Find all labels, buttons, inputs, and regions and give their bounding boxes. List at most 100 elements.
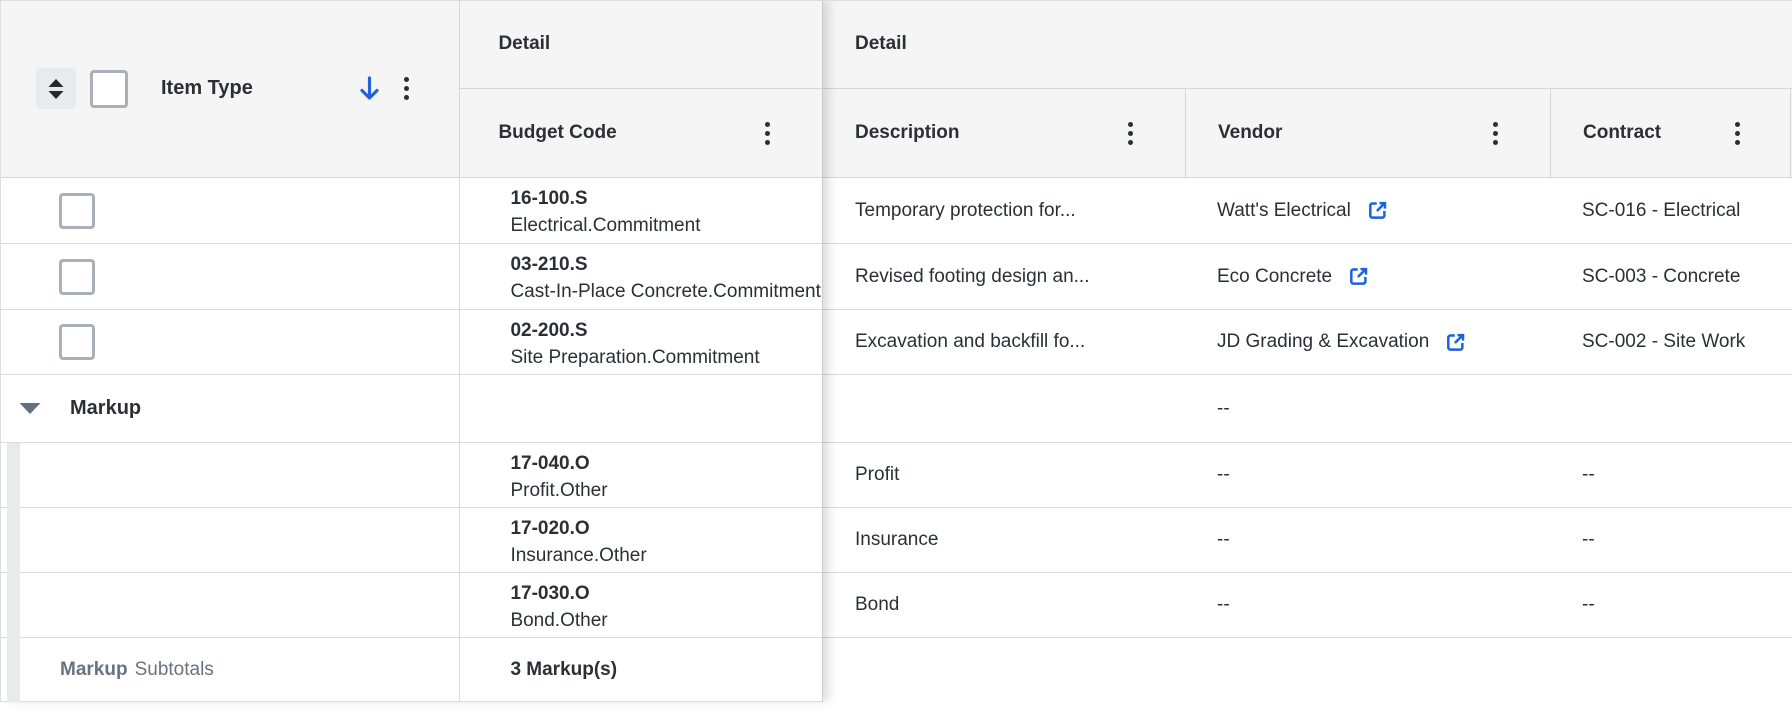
item-type-cell bbox=[0, 443, 461, 507]
table-row: 16-100.S Electrical.Commitment bbox=[0, 178, 822, 244]
budget-code-cell: 17-020.O Insurance.Other bbox=[460, 508, 822, 572]
group-header-detail-left: Detail bbox=[460, 0, 822, 89]
item-type-cell bbox=[0, 310, 461, 374]
subtotals-summary-cell: 3 Markup(s) bbox=[460, 638, 822, 701]
budget-code-cell: 17-040.O Profit.Other bbox=[460, 443, 822, 507]
group-header-label: Detail bbox=[498, 33, 551, 54]
group-indent-guide bbox=[7, 443, 20, 702]
budget-code-cell: 16-100.S Electrical.Commitment bbox=[460, 178, 822, 243]
column-header-item-type[interactable]: Item Type bbox=[0, 0, 461, 177]
table-row: Excavation and backfill fo... JD Grading… bbox=[823, 310, 1792, 375]
budget-code-detail: Bond.Other bbox=[510, 610, 608, 631]
table-row: 02-200.S Site Preparation.Commitment bbox=[0, 310, 822, 375]
right-header: Detail Description Vendor Contract bbox=[823, 0, 1792, 178]
vendor-menu-kebab-icon[interactable] bbox=[1491, 120, 1500, 147]
table-row: Bond -- -- bbox=[823, 573, 1792, 638]
markup-group-label: Markup bbox=[70, 397, 142, 419]
markup-group-toggle-icon[interactable] bbox=[18, 402, 42, 415]
markup-count: 3 Markup(s) bbox=[510, 659, 618, 680]
budget-code-menu-kebab-icon[interactable] bbox=[763, 120, 772, 147]
vendor-cell: -- bbox=[1217, 529, 1230, 550]
budget-code-header-column: Detail Budget Code bbox=[460, 0, 822, 177]
subtotals-label-bold: Markup bbox=[60, 658, 128, 680]
description-cell bbox=[823, 375, 1185, 442]
item-type-cell bbox=[0, 508, 461, 572]
vendor-cell: -- bbox=[1217, 594, 1230, 615]
description-cell: Temporary protection for... bbox=[855, 199, 1076, 221]
table-row: Temporary protection for... Watt's Elect… bbox=[823, 178, 1792, 244]
contract-column-right-border bbox=[1790, 89, 1791, 178]
vendor-cell: -- bbox=[1217, 397, 1230, 419]
contract-cell: -- bbox=[1582, 464, 1595, 485]
budget-code-detail: Cast-In-Place Concrete.Commitment bbox=[510, 281, 821, 302]
contract-cell bbox=[1550, 375, 1792, 442]
contract-cell: SC-003 - Concrete bbox=[1582, 265, 1741, 287]
table-row: Profit -- -- bbox=[823, 443, 1792, 508]
vendor-cell: JD Grading & Excavation bbox=[1185, 310, 1550, 374]
external-link-icon[interactable] bbox=[1443, 330, 1468, 355]
column-header-budget-code[interactable]: Budget Code bbox=[460, 89, 822, 177]
description-cell: Revised footing design an... bbox=[855, 265, 1090, 287]
contract-cell: SC-002 - Site Work bbox=[1582, 331, 1746, 352]
contract-cell: -- bbox=[1582, 594, 1595, 615]
item-type-cell bbox=[0, 244, 461, 309]
group-header-label: Detail bbox=[855, 33, 907, 54]
table-row: 03-210.S Cast-In-Place Concrete.Commitme… bbox=[0, 244, 822, 310]
budget-code-cell: 02-200.S Site Preparation.Commitment bbox=[460, 310, 822, 374]
budget-code-cell: 03-210.S Cast-In-Place Concrete.Commitme… bbox=[460, 244, 822, 309]
scrollable-pane: Detail Description Vendor Contract Tempo… bbox=[823, 0, 1792, 638]
budget-code-value: 17-040.O bbox=[510, 453, 590, 474]
column-header-description[interactable]: Description bbox=[823, 89, 1185, 177]
sort-descending-icon[interactable] bbox=[357, 74, 382, 103]
contract-cell: SC-016 - Electrical bbox=[1582, 199, 1741, 221]
item-type-menu-kebab-icon[interactable] bbox=[402, 75, 411, 102]
item-type-cell bbox=[0, 178, 461, 243]
description-cell: Bond bbox=[855, 594, 900, 615]
item-type-header-label: Item Type bbox=[161, 77, 253, 99]
row-checkbox[interactable] bbox=[59, 324, 95, 360]
description-cell: Profit bbox=[855, 464, 900, 485]
budget-code-detail: Electrical.Commitment bbox=[510, 215, 701, 236]
group-header-detail-right: Detail bbox=[823, 0, 1792, 89]
budget-code-value: 17-030.O bbox=[510, 583, 590, 604]
vendor-cell: -- bbox=[1217, 464, 1230, 485]
vendor-cell: Watt's Electrical bbox=[1185, 178, 1550, 243]
budget-code-value: 16-100.S bbox=[510, 188, 588, 209]
row-checkbox[interactable] bbox=[59, 258, 95, 295]
table-row: 17-040.O Profit.Other bbox=[0, 443, 822, 508]
table-left-border bbox=[0, 0, 1, 702]
budget-code-detail: Profit.Other bbox=[510, 480, 608, 501]
column-header-contract[interactable]: Contract bbox=[1550, 89, 1792, 177]
budget-code-value: 03-210.S bbox=[510, 254, 588, 275]
budget-code-detail: Site Preparation.Commitment bbox=[510, 347, 760, 368]
item-type-cell bbox=[0, 573, 461, 637]
expand-collapse-all-button[interactable] bbox=[36, 68, 76, 109]
column-header-vendor[interactable]: Vendor bbox=[1185, 89, 1550, 177]
external-link-icon[interactable] bbox=[1365, 198, 1390, 223]
budget-code-cell: 17-030.O Bond.Other bbox=[460, 573, 822, 637]
subtotals-label-cell: Markup Subtotals bbox=[0, 638, 461, 701]
description-cell: Insurance bbox=[855, 529, 939, 550]
external-link-icon[interactable] bbox=[1346, 264, 1371, 289]
select-all-checkbox[interactable] bbox=[90, 69, 128, 108]
markup-group-cell: Markup bbox=[0, 375, 461, 442]
expand-collapse-icon bbox=[48, 78, 64, 99]
table-row: 17-030.O Bond.Other bbox=[0, 573, 822, 638]
markup-group-row: -- bbox=[823, 375, 1792, 443]
table-top-border bbox=[0, 0, 1792, 1]
left-header: Item Type Detail Budget Code bbox=[0, 0, 822, 178]
description-menu-kebab-icon[interactable] bbox=[1126, 120, 1135, 147]
budget-code-value: 17-020.O bbox=[510, 518, 590, 539]
right-column-headers: Description Vendor Contract bbox=[823, 89, 1792, 177]
contract-cell: -- bbox=[1582, 529, 1595, 550]
markup-subtotals-row: Markup Subtotals 3 Markup(s) bbox=[0, 638, 822, 702]
contract-menu-kebab-icon[interactable] bbox=[1733, 120, 1742, 147]
row-checkbox[interactable] bbox=[59, 192, 95, 229]
budget-code-cell bbox=[460, 375, 822, 442]
table-row: 17-020.O Insurance.Other bbox=[0, 508, 822, 573]
frozen-pane: Item Type Detail Budget Code bbox=[0, 0, 823, 702]
subtotals-label: Subtotals bbox=[134, 658, 214, 680]
table-row: Revised footing design an... Eco Concret… bbox=[823, 244, 1792, 310]
markup-group-row: Markup bbox=[0, 375, 822, 443]
